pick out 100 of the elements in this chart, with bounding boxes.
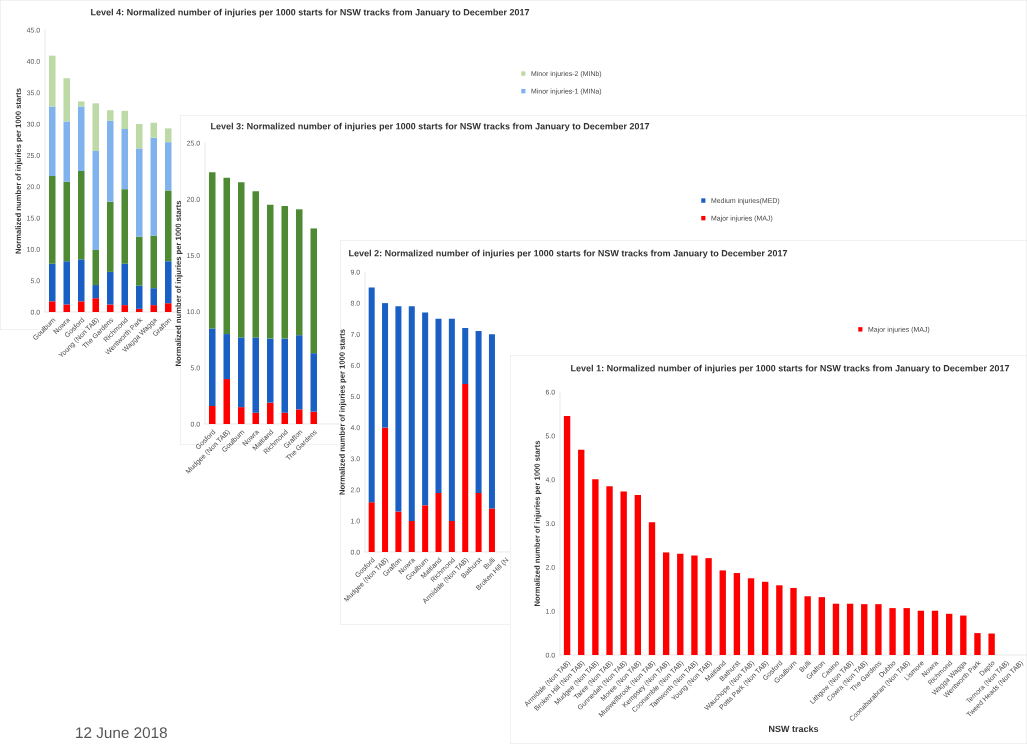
bar xyxy=(135,285,143,309)
bar xyxy=(462,328,469,384)
bar xyxy=(662,552,670,655)
bar xyxy=(63,121,71,182)
bar xyxy=(310,411,318,424)
bar xyxy=(382,303,389,428)
bar xyxy=(435,492,442,552)
bar xyxy=(164,142,172,191)
bar xyxy=(121,110,129,130)
bar xyxy=(648,522,656,655)
bar xyxy=(974,633,981,655)
bar xyxy=(106,271,114,305)
bar xyxy=(762,581,769,655)
bar xyxy=(804,596,811,655)
bar xyxy=(121,263,129,306)
bar xyxy=(150,235,158,289)
bar xyxy=(832,603,840,655)
x-axis-title: NSW tracks xyxy=(769,725,819,733)
bar xyxy=(733,573,741,655)
bar xyxy=(63,304,71,312)
bar xyxy=(92,285,100,299)
bar xyxy=(223,177,231,335)
bar xyxy=(281,338,289,413)
bar xyxy=(252,191,260,338)
bar xyxy=(310,353,318,412)
bar xyxy=(395,306,402,512)
bar xyxy=(208,328,216,407)
bar xyxy=(620,491,627,655)
bar xyxy=(475,492,482,552)
bar xyxy=(931,610,939,655)
bar xyxy=(475,331,482,493)
bar xyxy=(705,558,712,655)
bar xyxy=(150,288,158,306)
bar xyxy=(395,511,402,552)
bar xyxy=(422,505,429,552)
bar xyxy=(63,181,71,262)
bar xyxy=(63,261,71,305)
bar xyxy=(889,608,896,655)
bar xyxy=(368,287,375,503)
bar xyxy=(960,615,967,655)
bar xyxy=(462,384,469,552)
bar xyxy=(408,306,415,521)
bar xyxy=(252,412,260,424)
bar xyxy=(295,409,303,424)
bar xyxy=(790,587,797,655)
bar xyxy=(106,120,114,202)
bar xyxy=(382,427,389,552)
bar xyxy=(48,55,56,107)
bar xyxy=(135,308,143,312)
bar xyxy=(634,495,642,655)
bar xyxy=(150,305,158,312)
bar xyxy=(77,171,85,260)
bar xyxy=(266,338,274,403)
bar xyxy=(63,78,71,122)
bar xyxy=(237,337,245,408)
bar xyxy=(691,555,698,655)
bar xyxy=(719,570,726,655)
bar xyxy=(945,613,953,655)
bar xyxy=(818,597,825,655)
bar xyxy=(237,182,245,338)
bar xyxy=(448,520,455,552)
bar xyxy=(77,106,85,171)
bar xyxy=(223,334,231,380)
bar xyxy=(606,486,613,655)
bar xyxy=(92,150,100,250)
bar xyxy=(266,402,274,424)
bar xyxy=(448,318,455,521)
bar xyxy=(92,298,100,312)
bar xyxy=(164,190,172,262)
bar xyxy=(846,603,854,655)
text: Level 3: Normalized number of injuries per 1000 starts for NSW tracks from January to December 2017 xyxy=(211,122,650,132)
bar xyxy=(92,103,100,151)
bar xyxy=(77,101,85,107)
bar xyxy=(563,416,571,655)
bar xyxy=(875,604,882,655)
bar xyxy=(121,189,129,264)
bar xyxy=(310,228,318,354)
bar xyxy=(164,128,172,143)
bar xyxy=(135,124,143,149)
bar xyxy=(48,301,56,312)
bar xyxy=(135,148,143,237)
bar xyxy=(150,122,158,138)
bar xyxy=(77,301,85,312)
text: 12 June 2018 xyxy=(76,727,167,739)
bar xyxy=(435,318,442,493)
bar xyxy=(48,263,56,302)
bar xyxy=(861,604,868,655)
bar xyxy=(295,209,303,336)
bar xyxy=(677,553,684,655)
text: Level 4: Normalized number of injuries per 1000 starts for NSW tracks from January to December 2017 xyxy=(91,8,530,18)
bar xyxy=(368,502,375,552)
bar xyxy=(135,236,143,286)
bar xyxy=(121,305,129,312)
bar xyxy=(776,585,783,655)
chart-title: Level 1: Normalized number of injuries per 1000 starts for NSW tracks from January to December 2017 xyxy=(571,364,1010,374)
bar xyxy=(48,176,56,264)
bar xyxy=(917,610,925,655)
bar xyxy=(747,578,755,655)
bar xyxy=(106,201,114,272)
bar xyxy=(422,312,429,506)
